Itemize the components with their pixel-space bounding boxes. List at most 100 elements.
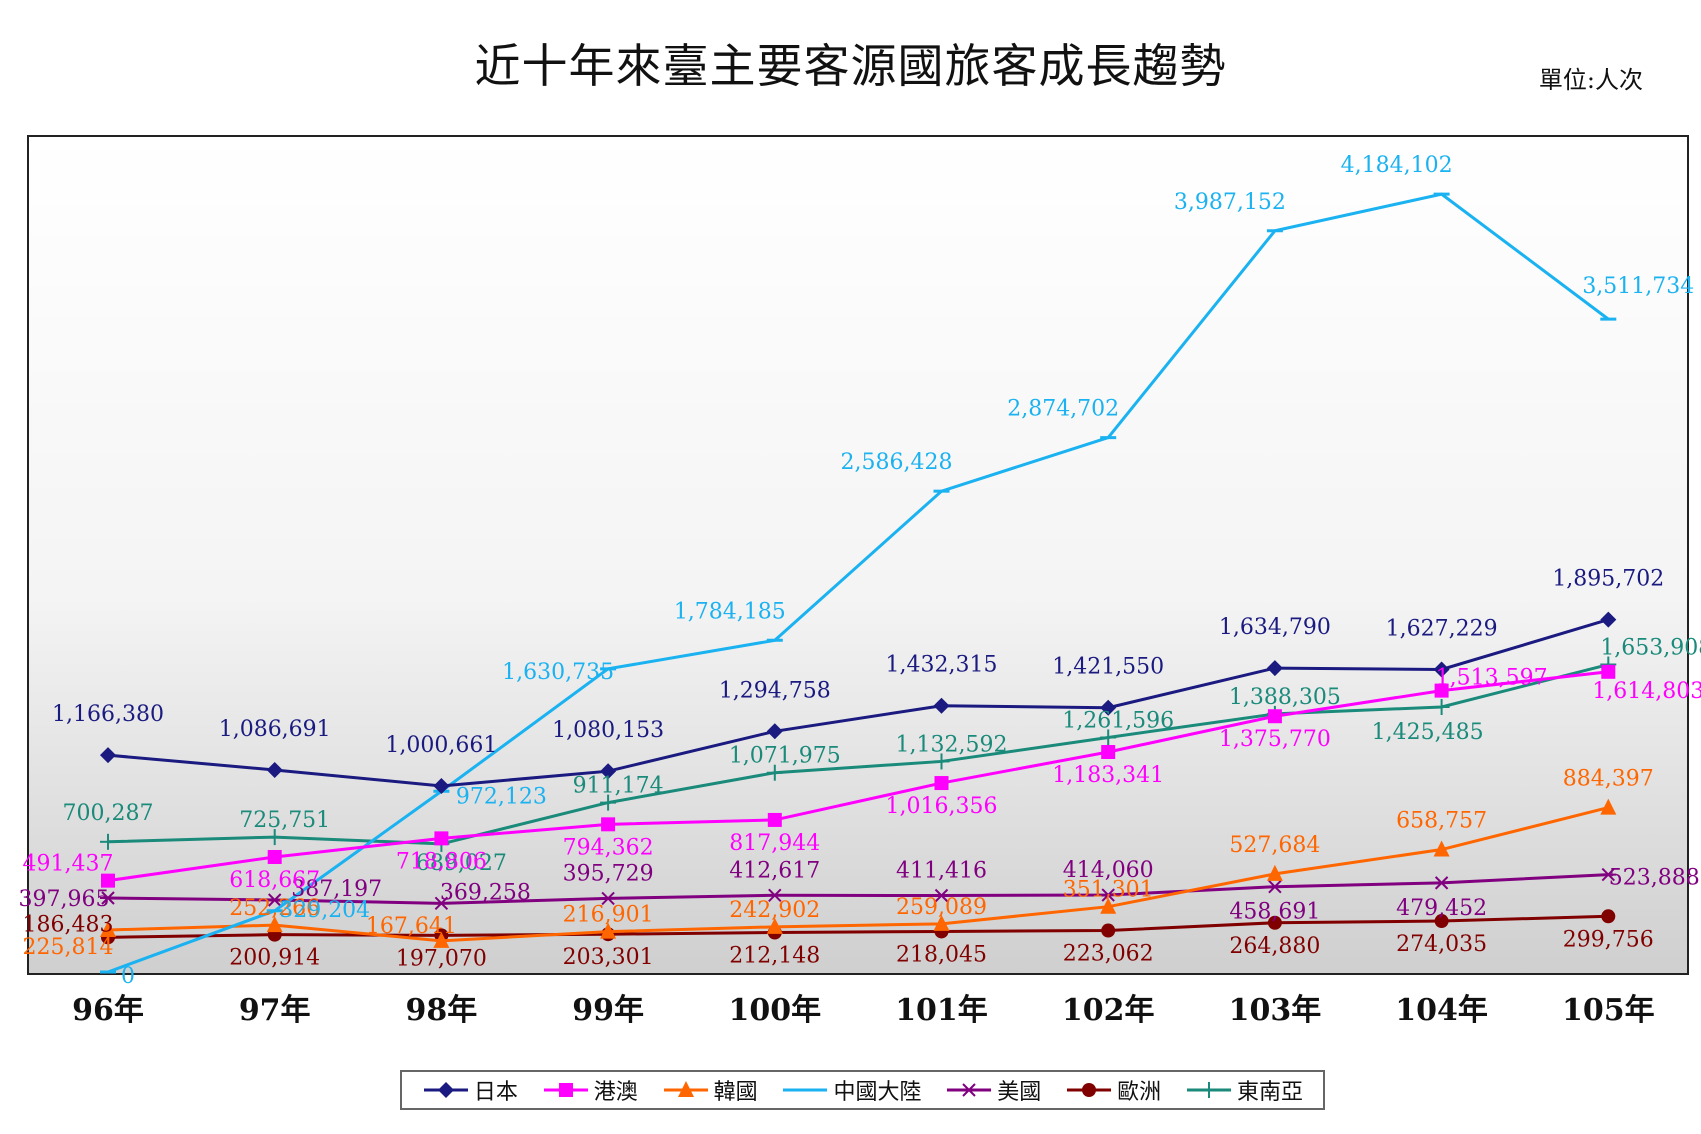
series-東南亞 bbox=[100, 656, 1617, 852]
legend-item-中國大陸: 中國大陸 bbox=[781, 1074, 921, 1106]
series-日本-point-5 bbox=[933, 697, 950, 714]
series-中國大陸 bbox=[100, 192, 1617, 974]
series-東南亞-point-5 bbox=[933, 753, 950, 770]
series-日本-point-6 bbox=[1100, 699, 1117, 716]
series-東南亞-label-8: 1,425,485 bbox=[1372, 720, 1484, 745]
legend-swatch-韓國 bbox=[663, 1081, 708, 1097]
series-港澳-point-0 bbox=[101, 873, 115, 888]
series-港澳-point-7 bbox=[1267, 709, 1282, 724]
legend-marker-港澳 bbox=[558, 1083, 573, 1097]
legend-marker-韓國 bbox=[677, 1081, 694, 1097]
series-歐洲-label-6: 223,062 bbox=[1063, 942, 1154, 967]
series-日本-point-2 bbox=[433, 777, 450, 794]
series-韓國-label-3: 216,901 bbox=[563, 903, 654, 928]
legend-item-東南亞: 東南亞 bbox=[1185, 1074, 1303, 1106]
legend-item-美國: 美國 bbox=[945, 1074, 1041, 1106]
series-美國-point-6 bbox=[1100, 888, 1117, 902]
series-日本-label-7: 1,634,790 bbox=[1219, 615, 1331, 640]
series-中國大陸-label-8: 4,184,102 bbox=[1341, 153, 1453, 178]
series-韓國-point-5 bbox=[933, 914, 950, 931]
series-美國-point-9 bbox=[1600, 867, 1617, 882]
series-美國-point-3 bbox=[600, 891, 617, 906]
series-東南亞-label-0: 700,287 bbox=[63, 801, 154, 826]
series-中國大陸-label-3: 1,630,735 bbox=[502, 660, 614, 685]
legend: 日本 港澳 韓國 中國大陸 美國 歐洲 東南亞 bbox=[400, 1070, 1325, 1110]
x-tick-label-2: 98年 bbox=[406, 993, 478, 1028]
series-東南亞-line bbox=[107, 663, 1609, 846]
legend-label-歐洲: 歐洲 bbox=[1117, 1080, 1162, 1105]
series-港澳-label-1: 618,667 bbox=[229, 868, 320, 893]
legend-marker-歐洲 bbox=[1082, 1083, 1097, 1097]
series-日本-label-1: 1,086,691 bbox=[219, 717, 331, 742]
series-歐洲-label-4: 212,148 bbox=[729, 944, 820, 969]
series-歐洲-label-8: 274,035 bbox=[1396, 932, 1487, 957]
series-港澳-point-8 bbox=[1434, 683, 1449, 698]
series-東南亞-point-8 bbox=[1433, 698, 1450, 715]
x-tick-label-3: 99年 bbox=[572, 993, 644, 1028]
series-美國-label-8: 479,452 bbox=[1396, 896, 1487, 921]
x-tick-label-6: 102年 bbox=[1062, 993, 1155, 1028]
series-美國-point-5 bbox=[933, 888, 950, 903]
series-東南亞-point-4 bbox=[766, 764, 783, 781]
series-日本-point-7 bbox=[1266, 660, 1283, 677]
series-美國-label-2: 369,258 bbox=[440, 880, 531, 905]
series-韓國-label-0: 225,814 bbox=[23, 935, 114, 960]
x-tick-label-0: 96年 bbox=[72, 993, 144, 1028]
series-韓國-point-8 bbox=[1433, 840, 1450, 857]
series-韓國-point-3 bbox=[600, 922, 617, 939]
legend-item-日本: 日本 bbox=[422, 1074, 518, 1106]
series-港澳-label-2: 718,806 bbox=[396, 849, 487, 874]
series-韓國-label-2: 167,641 bbox=[366, 914, 457, 939]
x-tick-label-9: 105年 bbox=[1562, 993, 1655, 1028]
series-東南亞-label-6: 1,261,596 bbox=[1062, 708, 1174, 733]
series-東南亞-point-0 bbox=[100, 833, 116, 850]
series-日本-line bbox=[107, 618, 1609, 788]
series-日本-label-8: 1,627,229 bbox=[1386, 616, 1498, 641]
series-歐洲-point-7 bbox=[1267, 915, 1282, 930]
legend-label-美國: 美國 bbox=[997, 1080, 1042, 1105]
series-美國-point-0 bbox=[100, 891, 116, 905]
series-日本-label-9: 1,895,702 bbox=[1552, 567, 1664, 592]
series-日本-label-3: 1,080,153 bbox=[552, 718, 664, 743]
series-港澳-point-3 bbox=[601, 817, 616, 832]
series-韓國-point-1 bbox=[266, 916, 283, 933]
series-日本-label-4: 1,294,758 bbox=[719, 678, 831, 703]
series-美國-point-1 bbox=[266, 893, 283, 907]
series-歐洲-label-3: 203,301 bbox=[563, 945, 654, 970]
series-美國-label-6: 414,060 bbox=[1063, 858, 1154, 883]
legend-label-港澳: 港澳 bbox=[593, 1080, 638, 1105]
series-日本-label-6: 1,421,550 bbox=[1052, 655, 1164, 680]
series-中國大陸-label-9: 3,511,734 bbox=[1582, 274, 1694, 299]
series-港澳-label-4: 817,944 bbox=[729, 831, 820, 856]
series-東南亞-point-1 bbox=[266, 829, 283, 846]
series-日本-label-5: 1,432,315 bbox=[886, 653, 998, 678]
series-韓國-label-9: 884,397 bbox=[1563, 767, 1654, 792]
legend-swatch-中國大陸 bbox=[783, 1088, 828, 1092]
series-東南亞-label-3: 911,174 bbox=[573, 774, 664, 799]
chart-canvas: 700,287 725,751 689,027 911,174 1,071,975 1,1… bbox=[19, 135, 1701, 1028]
plot-area bbox=[27, 135, 1689, 975]
series-韓國-line bbox=[107, 806, 1609, 943]
series-歐洲-label-0: 186,483 bbox=[23, 912, 114, 937]
legend-marker-東南亞 bbox=[1200, 1082, 1217, 1098]
series-港澳-point-4 bbox=[767, 812, 782, 827]
series-歐洲-label-5: 218,045 bbox=[896, 942, 987, 967]
x-tick-label-4: 100年 bbox=[728, 993, 821, 1028]
legend-swatch-美國 bbox=[947, 1083, 992, 1097]
legend-swatch-歐洲 bbox=[1067, 1083, 1112, 1097]
series-歐洲-label-1: 200,914 bbox=[229, 946, 320, 971]
series-韓國-label-8: 658,757 bbox=[1396, 809, 1487, 834]
series-韓國-point-4 bbox=[766, 917, 783, 934]
legend-item-韓國: 韓國 bbox=[662, 1074, 758, 1106]
series-歐洲-line bbox=[107, 914, 1609, 939]
series-日本-label-2: 1,000,661 bbox=[385, 733, 497, 758]
series-日本-point-1 bbox=[266, 761, 283, 778]
series-東南亞-label-5: 1,132,592 bbox=[896, 732, 1008, 757]
series-美國-label-7: 458,691 bbox=[1229, 900, 1320, 925]
series-東南亞-label-2: 689,027 bbox=[416, 851, 507, 876]
series-中國大陸-label-2: 972,123 bbox=[456, 784, 547, 809]
series-港澳-point-9 bbox=[1601, 664, 1616, 679]
series-韓國 bbox=[100, 798, 1617, 948]
legend-marker-美國 bbox=[961, 1083, 978, 1097]
series-美國-point-4 bbox=[766, 888, 783, 902]
